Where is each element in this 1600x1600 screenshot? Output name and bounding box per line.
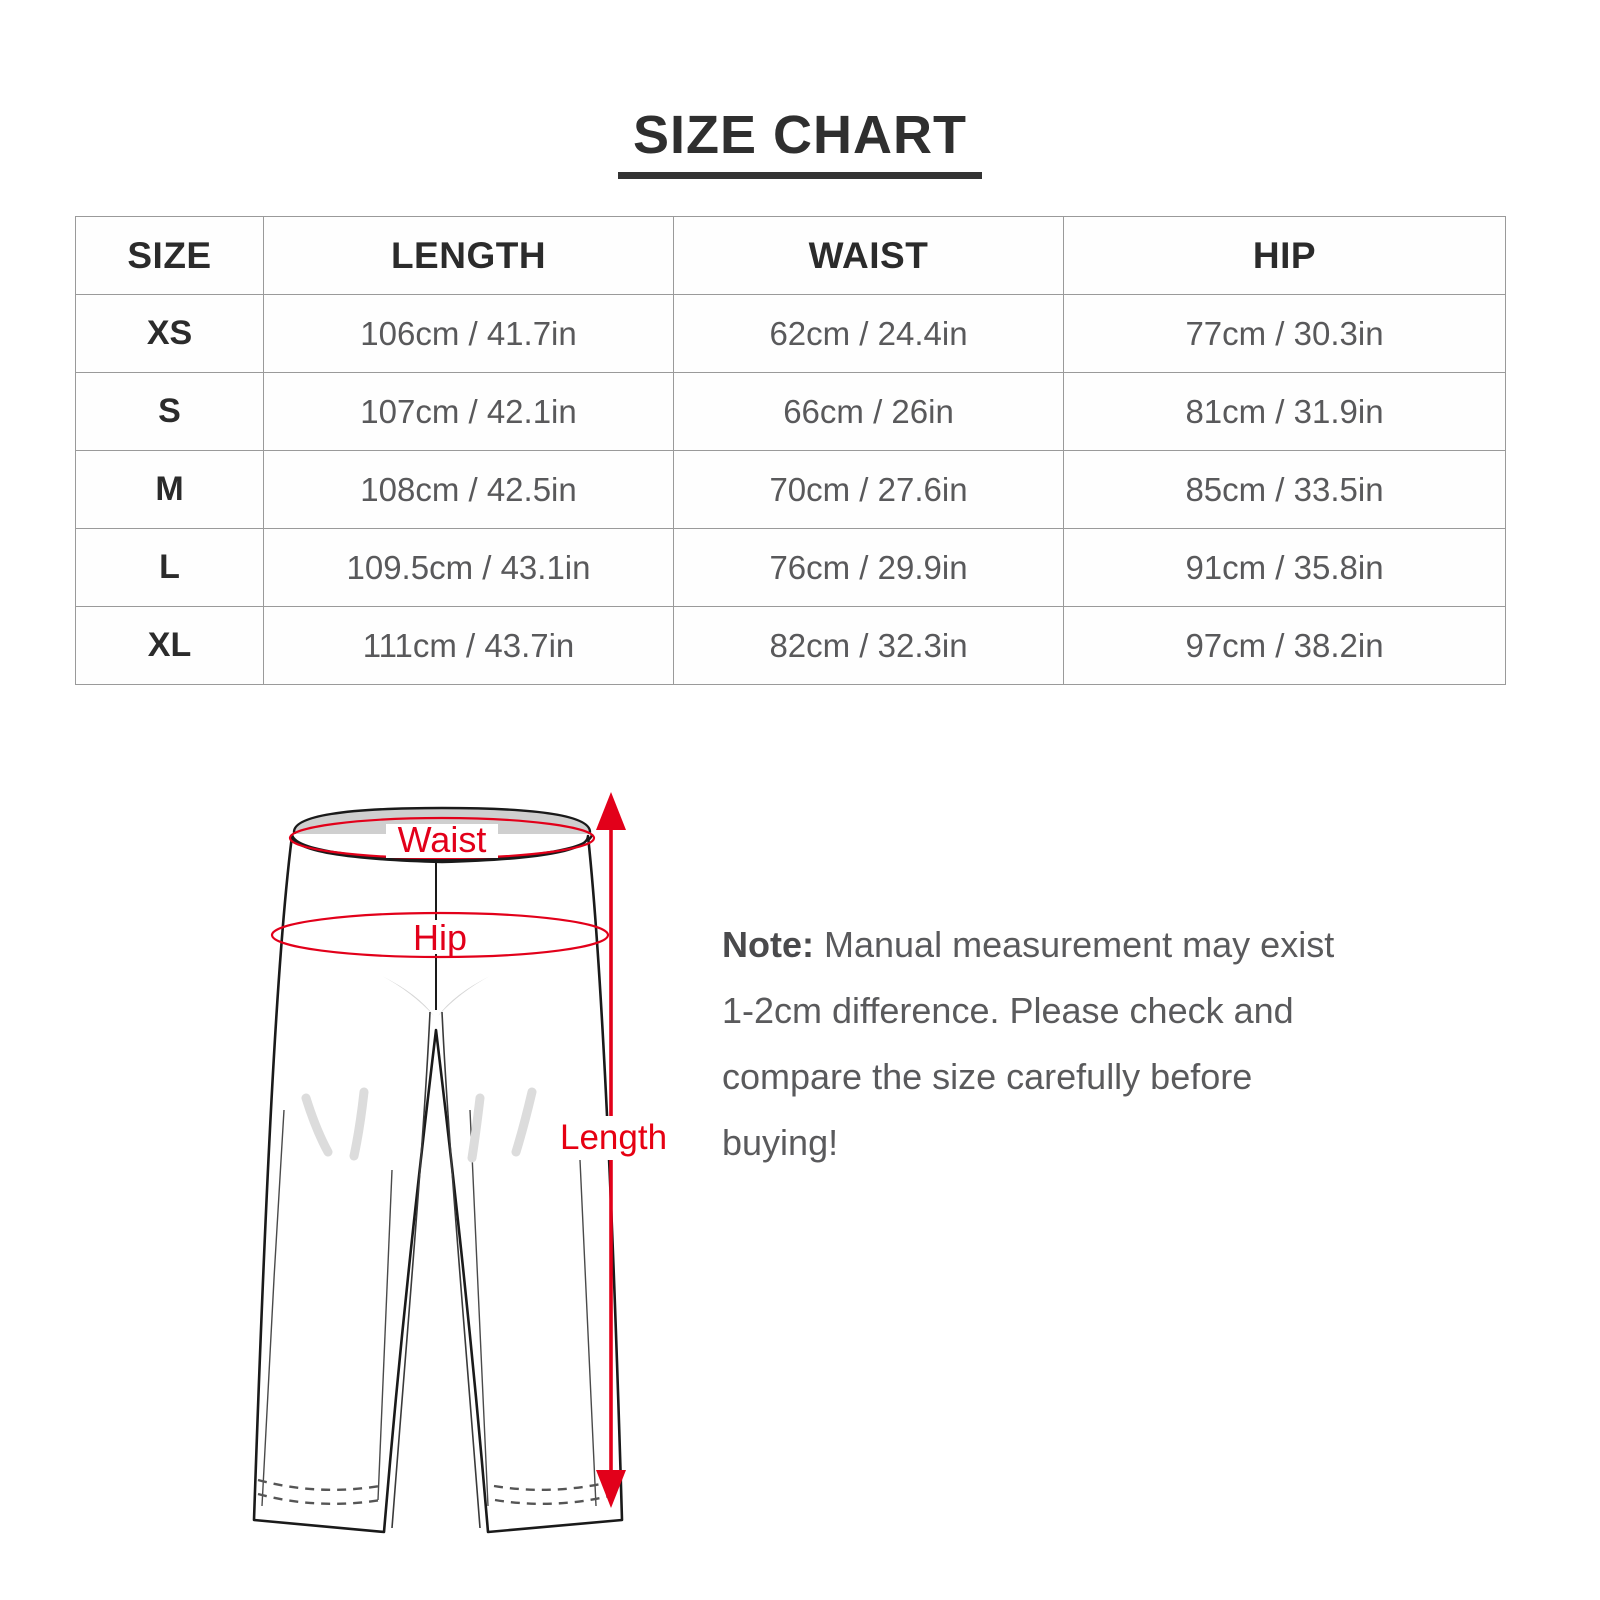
fold-line-outer-left	[261, 1109, 285, 1507]
pants-body-outline	[252, 834, 624, 1534]
knee-crease-right-b	[511, 1087, 537, 1157]
cell-size: XS	[75, 294, 264, 373]
table-row: S 107cm / 42.1in 66cm / 26in 81cm / 31.9…	[75, 372, 1506, 451]
note-block: Note: Manual measurement may exist 1-2cm…	[722, 912, 1362, 1176]
column-header-waist: WAIST	[673, 216, 1064, 295]
diagram-and-note-area: Waist Hip	[0, 780, 1600, 1580]
cell-waist: 70cm / 27.6in	[673, 450, 1064, 529]
cell-length: 111cm / 43.7in	[263, 606, 674, 685]
cell-hip: 91cm / 35.8in	[1063, 528, 1506, 607]
knee-crease-right-a	[467, 1093, 485, 1163]
cell-waist: 62cm / 24.4in	[673, 294, 1064, 373]
cell-length: 106cm / 41.7in	[263, 294, 674, 373]
fold-line-outer-right	[579, 1159, 597, 1507]
knee-crease-left-b	[349, 1087, 369, 1161]
hip-measure-ellipse	[270, 911, 610, 959]
column-header-length: LENGTH	[263, 216, 674, 295]
length-arrowhead-up-icon	[596, 792, 626, 830]
cell-hip: 77cm / 30.3in	[1063, 294, 1506, 373]
length-arrowhead-down-icon	[596, 1470, 626, 1508]
pants-illustration: Waist Hip	[252, 806, 624, 1534]
cell-hip: 85cm / 33.5in	[1063, 450, 1506, 529]
fold-line-inner-right	[469, 1109, 489, 1507]
hip-label-backdrop	[402, 920, 482, 954]
cell-length: 109.5cm / 43.1in	[263, 528, 674, 607]
table-row: XS 106cm / 41.7in 62cm / 24.4in 77cm / 3…	[75, 294, 1506, 373]
page-title: SIZE CHART	[633, 105, 967, 165]
table-row: XL 111cm / 43.7in 82cm / 32.3in 97cm / 3…	[75, 606, 1506, 685]
cell-size: S	[75, 372, 264, 451]
cell-waist: 76cm / 29.9in	[673, 528, 1064, 607]
cell-length: 107cm / 42.1in	[263, 372, 674, 451]
fold-line-inner-left	[377, 1169, 393, 1501]
cell-length: 108cm / 42.5in	[263, 450, 674, 529]
waist-label: Waist	[398, 819, 487, 860]
title-underline	[618, 172, 982, 179]
knee-crease-left-a	[301, 1093, 333, 1157]
size-chart-table-container: SIZE LENGTH WAIST HIP XS 106cm / 41.7in …	[75, 216, 1506, 685]
cell-hip: 97cm / 38.2in	[1063, 606, 1506, 685]
inseam-right	[441, 1011, 481, 1529]
table-header-row: SIZE LENGTH WAIST HIP	[75, 216, 1506, 295]
cell-size: XL	[75, 606, 264, 685]
length-label: Length	[556, 1116, 672, 1160]
title-block: SIZE CHART	[0, 104, 1600, 179]
inseam-left	[391, 1011, 431, 1529]
cell-size: L	[75, 528, 264, 607]
size-chart-table: SIZE LENGTH WAIST HIP XS 106cm / 41.7in …	[75, 216, 1506, 685]
note-text: Manual measurement may exist 1-2cm diffe…	[722, 924, 1335, 1163]
waist-label-backdrop	[386, 824, 498, 858]
cell-waist: 82cm / 32.3in	[673, 606, 1064, 685]
cell-waist: 66cm / 26in	[673, 372, 1064, 451]
table-row: L 109.5cm / 43.1in 76cm / 29.9in 91cm / …	[75, 528, 1506, 607]
note-label: Note:	[722, 924, 814, 965]
hip-label: Hip	[413, 917, 467, 958]
cell-hip: 81cm / 31.9in	[1063, 372, 1506, 451]
column-header-hip: HIP	[1063, 216, 1506, 295]
table-row: M 108cm / 42.5in 70cm / 27.6in 85cm / 33…	[75, 450, 1506, 529]
cell-size: M	[75, 450, 264, 529]
column-header-size: SIZE	[75, 216, 264, 295]
